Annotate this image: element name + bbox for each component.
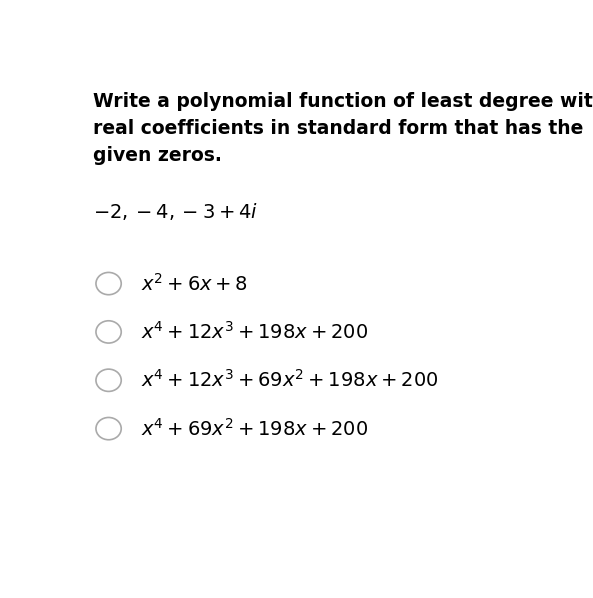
Text: $x^4  + 69x^2 + 198x + 200$: $x^4 + 69x^2 + 198x + 200$ bbox=[141, 417, 368, 440]
Text: given zeros.: given zeros. bbox=[93, 146, 221, 165]
Text: $-2, -4, -3 + 4i$: $-2, -4, -3 + 4i$ bbox=[93, 201, 257, 222]
Text: real coefficients in standard form that has the: real coefficients in standard form that … bbox=[93, 119, 583, 138]
Text: $x^4 + 12x^3 + 69x^2 + 198x + 200$: $x^4 + 12x^3 + 69x^2 + 198x + 200$ bbox=[141, 370, 438, 391]
Text: $x^4 + 12x^3 + 198x + 200$: $x^4 + 12x^3 + 198x + 200$ bbox=[141, 321, 368, 343]
Text: $x^2 + 6x + 8$: $x^2 + 6x + 8$ bbox=[141, 273, 248, 295]
Text: Write a polynomial function of least degree with: Write a polynomial function of least deg… bbox=[93, 93, 593, 111]
